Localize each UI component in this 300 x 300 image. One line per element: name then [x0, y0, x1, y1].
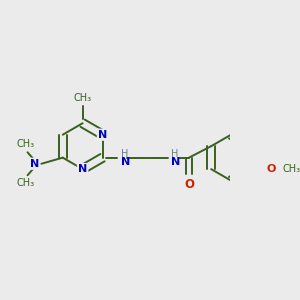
Text: CH₃: CH₃ [17, 178, 35, 188]
Text: CH₃: CH₃ [17, 139, 35, 149]
Text: CH₃: CH₃ [74, 93, 92, 103]
Text: N: N [30, 159, 39, 169]
Text: N: N [121, 157, 130, 167]
Text: H: H [121, 149, 128, 159]
Text: N: N [98, 130, 107, 140]
Text: CH₃: CH₃ [282, 164, 300, 174]
Text: H: H [171, 149, 179, 159]
Text: O: O [266, 164, 276, 174]
Text: N: N [171, 157, 181, 167]
Text: N: N [78, 164, 87, 174]
Text: O: O [184, 178, 194, 190]
